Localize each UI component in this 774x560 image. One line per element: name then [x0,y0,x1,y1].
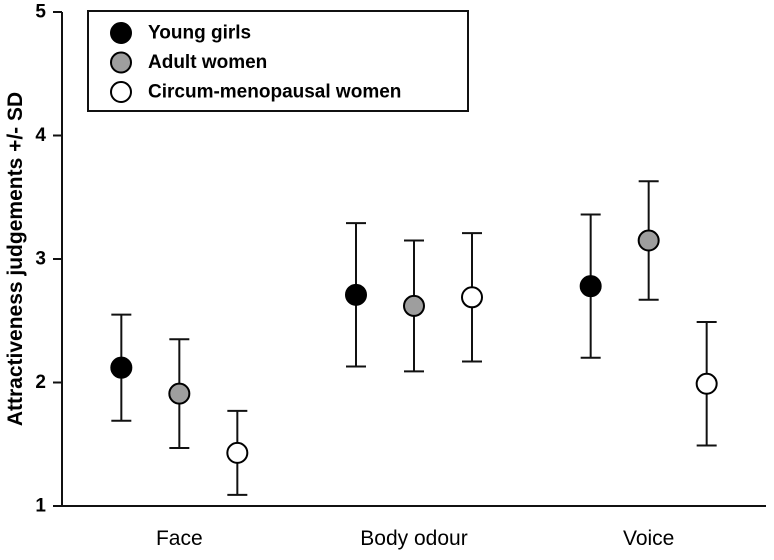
data-point [226,441,249,464]
legend-marker [110,22,132,44]
data-point [637,229,660,252]
data-point [461,286,483,309]
x-category-label: Body odour [360,527,467,550]
y-axis-title: Attractiveness judgements +/- SD [4,92,27,426]
legend-box [87,10,469,112]
y-tick-label: 1 [35,496,46,517]
data-point [168,382,191,405]
legend-marker [110,51,132,74]
y-tick-label: 3 [35,249,46,270]
x-category-label: Face [156,527,203,550]
legend-label: Young girls [148,23,251,44]
y-tick-label: 2 [35,372,46,393]
data-point [579,275,602,298]
data-point [110,356,133,379]
data-point [403,294,425,317]
legend-marker [110,81,132,103]
y-tick-label: 5 [35,2,46,23]
legend-label: Adult women [148,52,267,73]
legend-item: Adult women [110,51,267,74]
legend-label: Circum-menopausal women [148,82,401,103]
y-tick-label: 4 [35,125,46,146]
legend-item: Circum-menopausal women [110,81,401,103]
x-category-label: Voice [623,527,674,550]
legend-item: Young girls [110,22,251,44]
data-point [695,372,718,395]
data-point [345,283,367,306]
